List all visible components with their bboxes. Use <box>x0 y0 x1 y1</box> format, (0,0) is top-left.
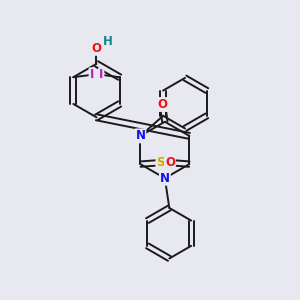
Text: I: I <box>90 68 94 81</box>
Text: N: N <box>160 172 170 185</box>
Text: O: O <box>158 98 167 111</box>
Text: I: I <box>99 68 103 81</box>
Text: H: H <box>103 35 113 48</box>
Text: N: N <box>135 129 146 142</box>
Text: S: S <box>156 156 165 169</box>
Text: O: O <box>92 42 101 55</box>
Text: O: O <box>165 156 175 169</box>
